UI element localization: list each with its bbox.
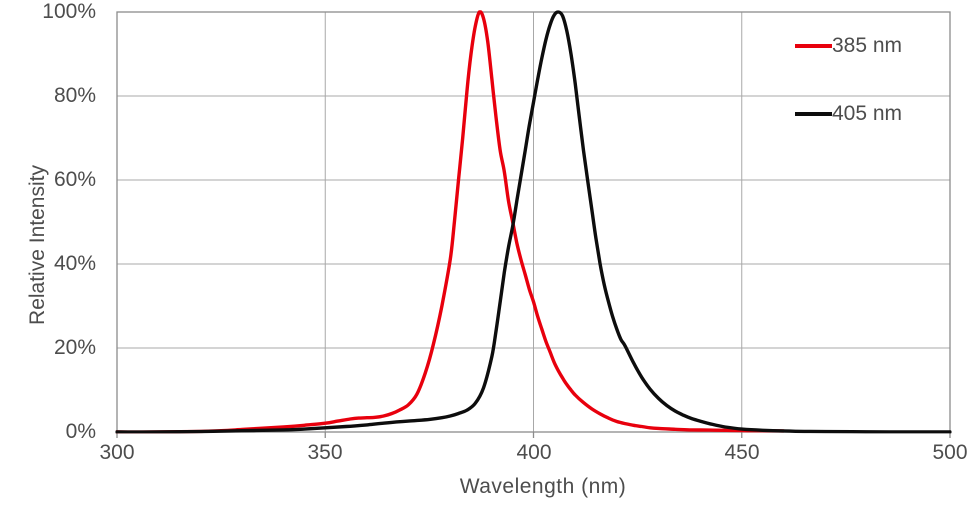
y-tick-40: 40% (53, 252, 96, 275)
y-tick-20: 20% (53, 336, 96, 359)
legend-item-385nm: 385 nm (795, 34, 902, 58)
y-tick-0: 0% (65, 420, 96, 443)
legend-label-405nm: 405 nm (832, 102, 903, 125)
x-tick-300: 300 (99, 441, 135, 464)
x-axis-title: Wavelength (nm) (459, 475, 627, 498)
legend-swatch-385nm (795, 44, 832, 48)
y-tick-100: 100% (42, 0, 96, 23)
x-tick-350: 350 (307, 441, 343, 464)
y-tick-60: 60% (53, 168, 96, 191)
series-line-405nm (115, 10, 952, 434)
legend-item-405nm: 405 nm (795, 102, 902, 126)
legend-label-385nm: 385 nm (832, 34, 903, 57)
x-tick-500: 500 (932, 441, 968, 464)
x-tick-400: 400 (516, 441, 552, 464)
y-tick-80: 80% (53, 84, 96, 107)
series-line-385nm (115, 10, 786, 434)
x-tick-450: 450 (724, 441, 760, 464)
y-axis-title: Relative Intensity (26, 165, 49, 325)
legend-swatch-405nm (795, 112, 832, 116)
